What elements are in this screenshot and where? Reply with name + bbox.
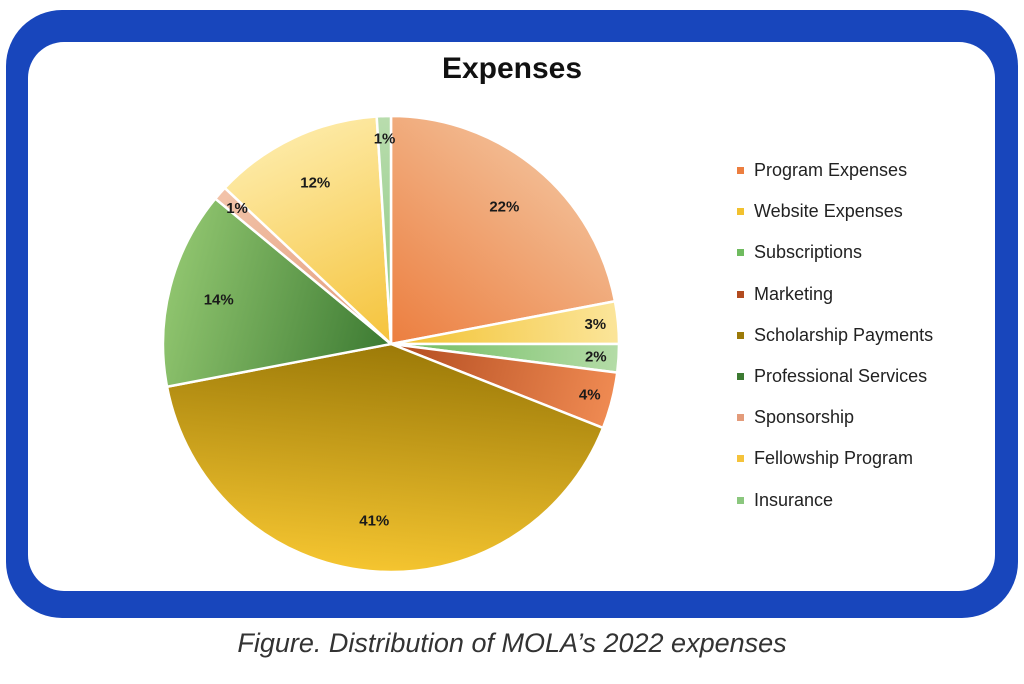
legend-label: Fellowship Program: [754, 448, 914, 469]
slice-label-website-expenses: 3%: [584, 316, 606, 333]
legend-label: Professional Services: [754, 366, 928, 387]
legend-item: Insurance: [737, 480, 933, 521]
legend-label: Website Expenses: [754, 201, 903, 222]
pie-slice-insurance: [375, 114, 393, 346]
slice-label-insurance: 1%: [374, 130, 396, 147]
slice-label-professional-services: 14%: [204, 291, 234, 308]
pie-slice-professional-services: [161, 197, 393, 388]
slice-label-subscriptions: 2%: [585, 348, 607, 365]
figure-caption: Figure. Distribution of MOLA’s 2022 expe…: [237, 628, 787, 658]
legend-label: Scholarship Payments: [754, 324, 934, 345]
legend-item: Website Expenses: [737, 191, 933, 232]
legend-swatch: [737, 455, 744, 463]
legend-label: Program Expenses: [754, 160, 908, 181]
legend-item: Marketing: [737, 274, 933, 315]
legend: Program Expenses Website Expenses Subscrip…: [737, 150, 933, 521]
legend-swatch: [737, 167, 744, 175]
slice-label-fellowship-program: 12%: [300, 175, 330, 192]
chart-title: Expenses: [441, 52, 583, 85]
pie-slice-fellowship-program: [223, 115, 393, 346]
legend-item: Scholarship Payments: [737, 315, 933, 356]
legend-item: Subscriptions: [737, 232, 933, 273]
slice-label-marketing: 4%: [579, 387, 601, 404]
slice-label-program-expenses: 22%: [489, 198, 519, 215]
legend-label: Sponsorship: [754, 407, 855, 428]
legend-swatch: [737, 414, 744, 422]
legend-item: Sponsorship: [737, 397, 933, 438]
legend-swatch: [737, 249, 744, 257]
legend-swatch: [737, 496, 744, 504]
slice-label-scholarship-payments: 41%: [359, 513, 389, 530]
pie-slice-program-expenses: [389, 114, 617, 346]
legend-swatch: [737, 331, 744, 339]
slice-label-sponsorship: 1%: [226, 200, 248, 217]
legend-swatch: [737, 290, 744, 298]
legend-item: Program Expenses: [737, 150, 933, 191]
legend-label: Marketing: [754, 283, 834, 304]
legend-item: Professional Services: [737, 356, 933, 397]
legend-swatch: [737, 373, 744, 381]
legend-label: Insurance: [754, 489, 834, 510]
legend-label: Subscriptions: [754, 242, 863, 263]
legend-item: Fellowship Program: [737, 438, 933, 479]
pie-slice-scholarship-payments: [165, 342, 605, 574]
legend-swatch: [737, 208, 744, 216]
